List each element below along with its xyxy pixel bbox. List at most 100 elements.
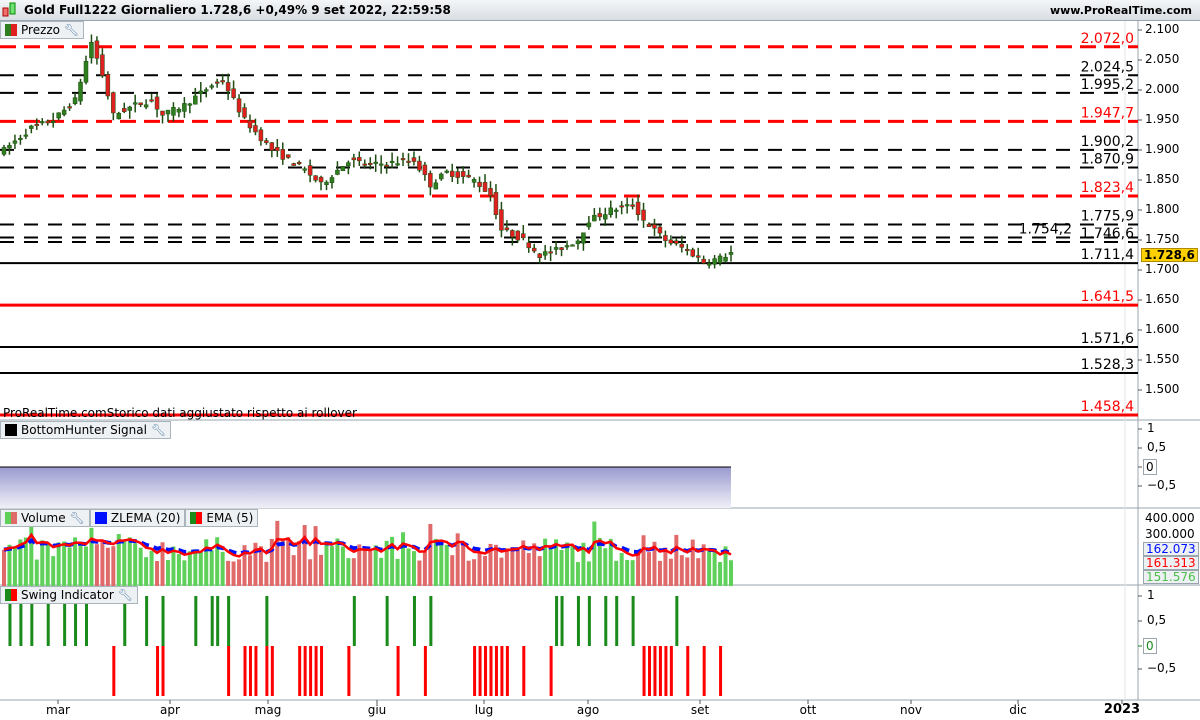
swing-up-bar	[123, 596, 127, 646]
swing-up-bar	[675, 596, 679, 646]
candle	[521, 233, 526, 239]
swing-down-bar	[653, 646, 657, 696]
ema-legend-item[interactable]: EMA (5)	[185, 509, 259, 527]
volume-bar	[526, 553, 531, 586]
volume-bar	[559, 549, 564, 586]
swing-legend[interactable]: Swing Indicator 🔧︎	[0, 586, 139, 604]
candle	[592, 214, 597, 222]
candle	[72, 97, 78, 104]
candle	[362, 163, 368, 166]
level-label: 1.775,9	[1081, 208, 1134, 224]
volume-bar	[242, 545, 247, 586]
wrench-icon[interactable]: 🔧︎	[117, 588, 134, 602]
swing-down-bar	[642, 646, 646, 696]
candle	[657, 226, 663, 234]
candle	[668, 239, 674, 244]
volume-bar	[636, 552, 641, 586]
volume-swatch	[5, 512, 17, 524]
time-tick: dic	[1009, 703, 1027, 717]
time-tick: apr	[160, 703, 180, 717]
candle	[29, 125, 34, 129]
volume-bar	[116, 533, 121, 586]
volume-bar	[433, 538, 438, 586]
site-link[interactable]: www.ProRealTime.com	[1049, 4, 1192, 17]
volume-bar	[603, 548, 608, 586]
volume-bar	[144, 557, 149, 586]
candle	[253, 125, 258, 133]
volume-bar	[67, 547, 72, 586]
volume-bar	[674, 534, 679, 586]
volume-bar	[253, 542, 258, 586]
volume-bar	[231, 561, 236, 586]
swing-down-bar	[522, 646, 526, 696]
volume-bar	[701, 544, 706, 586]
volume-bar	[641, 535, 646, 586]
candle	[214, 81, 220, 84]
swing-tick: 0	[1143, 638, 1157, 654]
price-tick: 1.700	[1145, 262, 1180, 276]
candle	[40, 121, 45, 124]
zlema-legend-item[interactable]: ZLEMA (20)	[89, 509, 186, 527]
volume-bar	[461, 542, 466, 586]
swing-up-bar	[194, 596, 198, 646]
volume-bar	[614, 560, 619, 586]
volume-bar	[220, 551, 225, 586]
candle	[160, 110, 165, 116]
candle	[122, 108, 127, 113]
wrench-icon[interactable]: 🔧︎	[64, 23, 80, 37]
wrench-icon[interactable]: 🔧︎	[69, 511, 85, 525]
candle	[291, 163, 296, 166]
current-price-tag: 1.728,6	[1141, 248, 1198, 262]
bottomhunter-legend[interactable]: BottomHunter Signal 🔧︎	[0, 421, 172, 439]
volume-legend-item[interactable]: Volume 🔧︎	[0, 509, 90, 527]
swing-up-bar	[74, 596, 78, 646]
candle	[138, 102, 143, 105]
level-label: 1.754,2	[1019, 221, 1072, 237]
wrench-icon[interactable]: 🔧︎	[150, 423, 167, 437]
candle	[466, 174, 471, 178]
volume-bar	[477, 552, 482, 586]
candle	[542, 251, 548, 256]
volume-bar	[652, 541, 657, 586]
volume-bar	[56, 542, 61, 586]
volume-bar	[226, 560, 231, 586]
price-label: Prezzo	[21, 23, 61, 37]
candle	[690, 249, 695, 257]
candle	[149, 99, 154, 102]
level-label: 1.528,3	[1081, 357, 1134, 373]
candle	[56, 112, 61, 119]
swing-down-bar	[494, 646, 498, 696]
time-tick: set	[690, 703, 710, 717]
swing-down-bar	[265, 646, 269, 696]
candle	[641, 209, 646, 221]
volume-bar	[685, 557, 690, 586]
candle	[439, 173, 444, 180]
volume-bar	[100, 540, 105, 586]
volume-bar	[94, 544, 99, 586]
candle	[7, 145, 12, 149]
swing-up-bar	[385, 596, 389, 646]
candle	[701, 258, 706, 264]
candle	[280, 149, 286, 160]
swing-label: Swing Indicator	[21, 588, 114, 602]
volume-bar	[510, 547, 515, 586]
volume-bar	[597, 537, 602, 586]
candle	[526, 242, 532, 249]
swing-down-bar	[298, 646, 302, 696]
candle	[236, 98, 242, 113]
volume-bar	[450, 555, 455, 586]
volume-bar	[308, 559, 313, 586]
volume-bar	[718, 562, 723, 586]
price-legend[interactable]: Prezzo 🔧︎	[0, 21, 85, 39]
volume-bar	[696, 558, 701, 586]
swing-down-bar	[227, 646, 231, 696]
candle	[477, 181, 482, 187]
candle	[586, 222, 592, 228]
volume-bar	[390, 536, 395, 586]
candle	[706, 263, 712, 266]
time-tick: 2023	[1103, 702, 1141, 717]
candle	[357, 157, 362, 162]
volume-bar	[575, 562, 580, 586]
swing-down-bar	[484, 646, 488, 696]
